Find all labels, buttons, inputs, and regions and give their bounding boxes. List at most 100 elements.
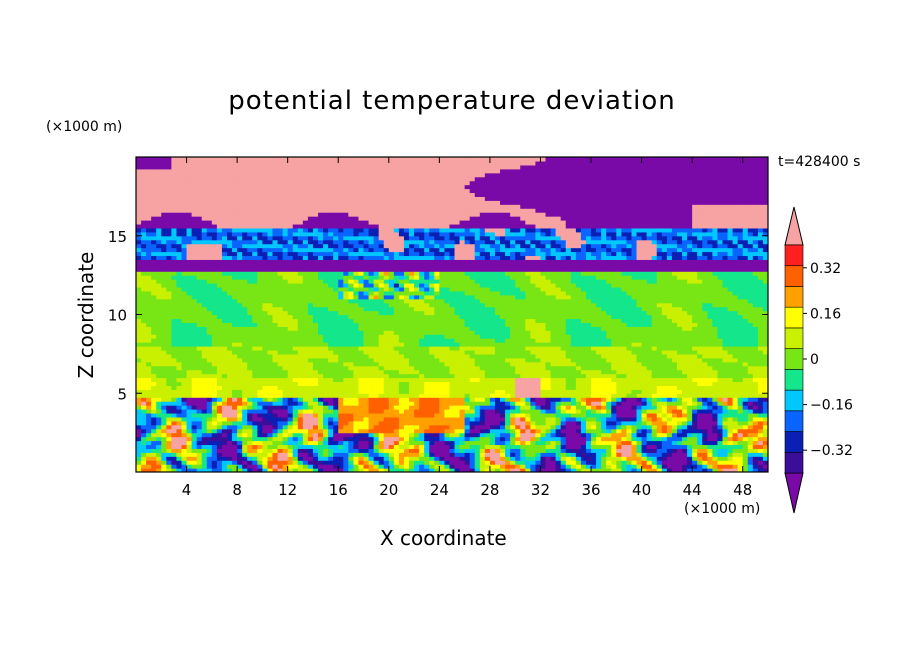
contour-cell	[201, 216, 208, 221]
contour-cell	[297, 401, 304, 406]
contour-cell	[383, 290, 390, 296]
contour-cell	[419, 397, 425, 402]
contour-cell	[211, 409, 218, 414]
contour-cell	[353, 204, 360, 209]
contour-cell	[318, 330, 324, 335]
contour-cell	[444, 286, 451, 292]
contour-cell	[398, 401, 405, 406]
contour-cell	[323, 212, 329, 217]
contour-cell	[181, 196, 188, 201]
contour-cell	[221, 460, 228, 465]
contour-cell	[166, 314, 172, 320]
contour-cell	[282, 247, 289, 253]
contour-cell	[206, 208, 213, 213]
contour-cell	[171, 468, 178, 472]
contour-cell	[409, 436, 415, 442]
contour-cell	[368, 275, 375, 280]
contour-cell	[312, 275, 319, 280]
contour-cell	[181, 420, 188, 426]
contour-cell	[393, 440, 400, 446]
contour-cell	[343, 365, 349, 371]
contour-cell	[161, 306, 167, 312]
contour-cell	[166, 279, 172, 284]
contour-cell	[191, 448, 198, 453]
contour-cell	[287, 294, 294, 300]
contour-cell	[247, 243, 253, 249]
contour-cell	[307, 200, 314, 205]
contour-cell	[206, 393, 213, 398]
contour-cell	[312, 353, 319, 359]
contour-cell	[262, 164, 269, 170]
contour-cell	[257, 440, 263, 446]
contour-cell	[414, 357, 420, 363]
contour-cell	[312, 200, 319, 205]
contour-cell	[287, 334, 294, 339]
contour-cell	[292, 464, 299, 469]
contour-cell	[328, 338, 334, 343]
contour-cell	[307, 267, 314, 272]
contour-cell	[151, 212, 157, 217]
contour-cell	[302, 369, 309, 375]
contour-cell	[419, 342, 425, 347]
contour-cell	[191, 420, 198, 426]
contour-cell	[186, 227, 193, 233]
contour-cell	[272, 346, 279, 351]
contour-cell	[196, 456, 203, 461]
contour-cell	[343, 338, 349, 343]
contour-cell	[191, 409, 198, 414]
contour-cell	[287, 416, 294, 422]
contour-cell	[353, 361, 360, 367]
contour-cell	[156, 361, 162, 367]
contour-cell	[262, 440, 269, 446]
contour-cell	[328, 310, 334, 316]
contour-cell	[186, 353, 193, 359]
contour-cell	[232, 448, 238, 453]
contour-cell	[171, 204, 178, 209]
contour-cell	[358, 231, 365, 237]
contour-cell	[216, 157, 223, 162]
contour-cell	[252, 420, 258, 426]
contour-cell	[409, 424, 415, 430]
contour-cell	[257, 204, 263, 209]
contour-cell	[196, 275, 203, 280]
contour-cell	[388, 373, 395, 379]
contour-cell	[388, 346, 395, 351]
contour-cell	[292, 168, 299, 174]
contour-cell	[216, 208, 223, 213]
contour-cell	[252, 251, 258, 257]
contour-cell	[247, 338, 253, 343]
contour-cell	[156, 373, 162, 379]
contour-cell	[343, 294, 349, 300]
contour-cell	[368, 346, 375, 351]
contour-cell	[338, 290, 344, 296]
contour-cell	[176, 377, 183, 383]
contour-cell	[383, 346, 390, 351]
contour-cell	[232, 389, 238, 394]
contour-cell	[186, 160, 193, 166]
contour-cell	[368, 393, 375, 398]
contour-cell	[444, 223, 451, 229]
contour-cell	[297, 318, 304, 323]
contour-cell	[388, 420, 395, 426]
contour-cell	[242, 243, 248, 249]
contour-cell	[216, 326, 223, 331]
contour-cell	[414, 231, 420, 237]
contour-cell	[409, 361, 415, 367]
contour-cell	[176, 424, 183, 430]
contour-cell	[151, 401, 157, 406]
contour-cell	[161, 247, 167, 253]
contour-cell	[252, 436, 258, 442]
contour-cell	[201, 290, 208, 296]
contour-cell	[262, 298, 269, 304]
contour-cell	[211, 263, 218, 268]
contour-cell	[146, 338, 152, 343]
contour-cell	[196, 420, 203, 426]
contour-cell	[156, 349, 162, 355]
contour-cell	[221, 302, 228, 308]
contour-cell	[343, 346, 349, 351]
contour-cell	[277, 279, 284, 284]
contour-cell	[307, 279, 314, 284]
contour-cell	[242, 180, 248, 186]
contour-cell	[424, 235, 430, 241]
contour-cell	[176, 326, 183, 331]
